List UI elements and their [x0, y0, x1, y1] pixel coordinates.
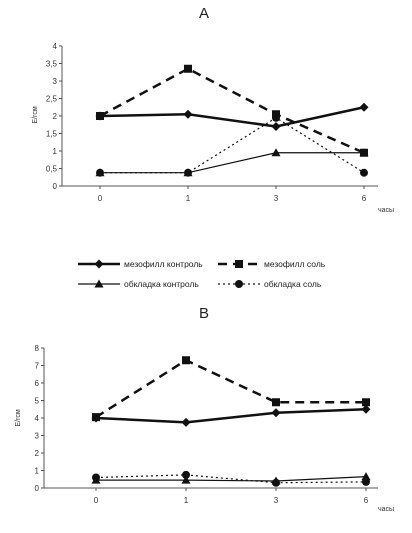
series-line: [100, 152, 364, 174]
legend-swatch-marker: [235, 260, 243, 268]
legend-item: мезофилл соль: [218, 259, 326, 269]
data-point: [92, 473, 100, 482]
chart-panel-a: A 0 0,5 1 1,5 2 2,5 3 3,5 4 0 1 3 6 Е/гсм часы: [32, 5, 394, 214]
legend-label: обкладка контроль: [124, 279, 199, 289]
y-tick-label: 5: [35, 397, 40, 406]
data-point: [182, 356, 190, 365]
series-line: [95, 359, 366, 419]
data-point: [271, 408, 281, 418]
y-tick-label: 1: [35, 467, 40, 476]
data-point: [360, 168, 368, 177]
x-tick-label: 6: [364, 496, 369, 505]
x-tick-label: 0: [98, 194, 103, 203]
data-point: [96, 168, 104, 177]
data-point: [272, 478, 280, 487]
series-0: [95, 102, 369, 131]
y-tick-label: 7: [35, 362, 40, 371]
series-line: [95, 408, 367, 424]
legend-item: обкладка соль: [218, 279, 322, 289]
data-point: [96, 112, 104, 120]
y-tick-label: 8: [35, 344, 40, 353]
data-point: [361, 404, 371, 414]
series-line: [95, 474, 367, 484]
x-tick-label: 1: [186, 194, 191, 203]
y-tick-label: 2: [35, 449, 40, 458]
y-tick-label: 2: [53, 112, 58, 121]
x-axis-label: часы: [378, 207, 394, 214]
data-point: [361, 472, 371, 481]
series-line: [99, 106, 365, 128]
data-point: [184, 168, 192, 177]
y-tick-label: 4: [53, 42, 58, 51]
chart-legend: мезофилл контроль мезофилл соль обкладка к…: [78, 259, 326, 289]
y-axis-label: Е/гсм: [15, 409, 22, 427]
series-3: [96, 113, 368, 177]
data-point: [271, 122, 281, 131]
y-tick-label: 3: [35, 432, 40, 441]
x-tick-label: 1: [184, 496, 189, 505]
series-line: [99, 67, 365, 154]
data-point: [272, 398, 280, 407]
series-0: [91, 404, 371, 427]
data-point: [92, 413, 100, 422]
y-tick-label: 3: [53, 77, 58, 86]
chart-title: B: [199, 305, 209, 322]
legend-swatch-marker: [235, 280, 243, 288]
series-3: [92, 470, 370, 487]
data-point: [182, 470, 190, 479]
x-tick-label: 3: [274, 194, 279, 203]
legend-item: обкладка контроль: [78, 279, 199, 289]
chart-title: A: [199, 5, 209, 22]
y-tick-label: 2,5: [46, 95, 58, 104]
y-tick-label: 4: [35, 414, 40, 423]
data-point: [181, 475, 191, 484]
legend-label: мезофилл контроль: [124, 259, 203, 269]
y-tick-label: 0,5: [46, 165, 58, 174]
y-tick-label: 3,5: [46, 60, 58, 69]
y-tick-label: 6: [35, 379, 40, 388]
legend-label: обкладка соль: [264, 279, 322, 289]
y-tick-label: 1,5: [46, 130, 58, 139]
data-point: [271, 148, 281, 157]
legend-swatch-marker: [94, 279, 104, 288]
data-point: [359, 102, 369, 112]
y-tick-label: 1: [53, 147, 58, 156]
series-1: [96, 64, 368, 157]
x-tick-label: 6: [362, 194, 367, 203]
data-point: [181, 417, 191, 427]
data-point: [359, 148, 369, 157]
chart-panel-b: B 0 1 2 3 4 5 6 7 8 0 1 3 6 Е/гсм часы: [15, 305, 394, 513]
y-tick-label: 0: [35, 484, 40, 493]
x-tick-label: 0: [94, 496, 99, 505]
legend-item: мезофилл контроль: [78, 259, 203, 269]
data-point: [362, 398, 370, 407]
legend-label: мезофилл соль: [264, 259, 326, 269]
y-axis-label: Е/гсм: [32, 106, 39, 124]
legend-swatch-marker: [94, 259, 104, 269]
data-point: [362, 477, 370, 486]
series-line: [96, 476, 367, 482]
series-line: [100, 117, 365, 174]
data-point: [183, 109, 193, 119]
data-point: [272, 113, 280, 122]
x-tick-label: 3: [274, 496, 279, 505]
data-point: [184, 64, 192, 73]
y-tick-label: 0: [53, 182, 58, 191]
series-2: [95, 148, 369, 177]
x-axis-label: часы: [378, 506, 394, 513]
series-1: [92, 356, 370, 422]
